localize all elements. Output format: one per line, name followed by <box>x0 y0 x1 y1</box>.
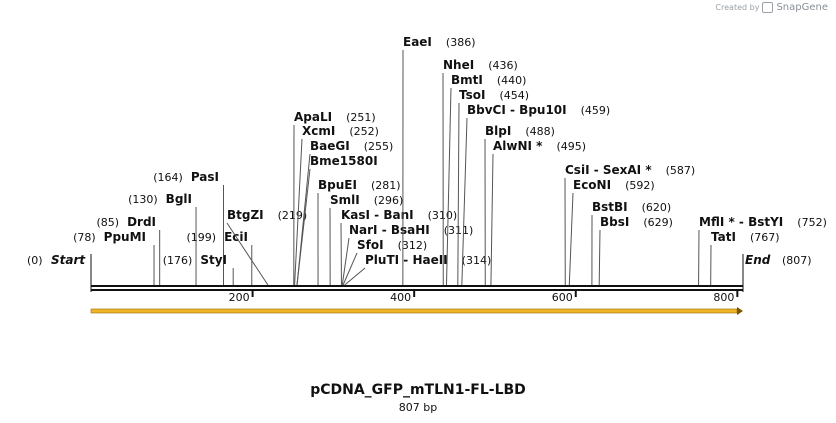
enzyme-label: KasI - BanI <box>341 208 414 222</box>
enzyme-label: PluTI - HaeII <box>365 253 448 267</box>
enzyme-label: BaeGI <box>310 139 350 153</box>
enzyme-label: XcmI <box>302 124 335 138</box>
cut-site-line <box>344 267 366 286</box>
end-position-label: (807) <box>782 254 812 267</box>
enzyme-label: BtgZI <box>227 208 264 222</box>
start-label: Start <box>51 253 86 267</box>
plasmid-length: 807 bp <box>398 401 438 414</box>
enzyme-label: BpuEI <box>318 178 357 192</box>
site-position-label: (199) <box>187 231 217 244</box>
enzyme-label: NarI - BsaHI <box>349 223 430 237</box>
credit-brand: SnapGene <box>776 2 828 13</box>
enzyme-label: ApaLI <box>294 110 332 124</box>
enzyme-label: DrdI <box>127 215 156 229</box>
enzyme-label: PasI <box>191 170 219 184</box>
site-position-label: (459) <box>581 104 611 117</box>
site-position-label: (252) <box>349 125 379 138</box>
tick-label: 600 <box>552 291 573 304</box>
enzyme-label: Bme1580I <box>310 154 378 168</box>
cut-site-line <box>226 222 269 286</box>
cut-site-line <box>568 192 574 286</box>
site-position-label: (440) <box>497 74 527 87</box>
end-label: End <box>745 253 771 267</box>
site-position-label: (296) <box>374 194 404 207</box>
enzyme-label: BglI <box>166 192 192 206</box>
enzyme-label: AlwNI * <box>493 139 543 153</box>
enzyme-label: BlpI <box>485 124 511 138</box>
site-position-label: (767) <box>750 231 780 244</box>
enzyme-label: SfoI <box>357 238 384 252</box>
site-position-label: (312) <box>398 239 428 252</box>
site-position-label: (130) <box>128 193 158 206</box>
enzyme-label: BmtI <box>451 73 483 87</box>
site-position-label: (587) <box>666 164 696 177</box>
cut-site-line <box>296 168 311 286</box>
site-position-label: (78) <box>73 231 96 244</box>
enzyme-label: BbvCI - Bpu10I <box>467 103 567 117</box>
site-position-label: (255) <box>364 140 394 153</box>
enzyme-label: CsiI - SexAI * <box>565 163 652 177</box>
enzyme-label: BbsI <box>600 215 629 229</box>
cut-site-line <box>294 138 303 286</box>
cut-site-line <box>342 252 358 286</box>
cut-site-line <box>341 237 350 286</box>
tick-label: 800 <box>713 291 734 304</box>
cut-site-line <box>461 117 468 286</box>
site-position-label: (164) <box>153 171 183 184</box>
enzyme-label: StyI <box>200 253 227 267</box>
feature-arrow-icon <box>737 307 743 315</box>
tick-label: 400 <box>390 291 411 304</box>
site-position-label: (629) <box>643 216 673 229</box>
site-position-label: (176) <box>163 254 193 267</box>
start-position-label: (0) <box>27 254 43 267</box>
site-position-label: (752) <box>797 216 827 229</box>
site-position-label: (85) <box>96 216 119 229</box>
feature-bar[interactable] <box>90 308 738 314</box>
site-position-label: (251) <box>346 111 376 124</box>
enzyme-label: TsoI <box>459 88 485 102</box>
site-position-label: (314) <box>462 254 492 267</box>
site-position-label: (219) <box>278 209 308 222</box>
plasmid-title: pCDNA_GFP_mTLN1-FL-LBD <box>310 382 526 398</box>
site-position-label: (620) <box>642 201 672 214</box>
enzyme-label: PpuMI <box>104 230 146 244</box>
site-position-label: (281) <box>371 179 401 192</box>
site-position-label: (488) <box>525 125 555 138</box>
cut-site-line <box>445 87 452 286</box>
site-position-label: (454) <box>499 89 529 102</box>
site-position-label: (386) <box>446 36 476 49</box>
enzyme-label: MflI * - BstYI <box>699 215 783 229</box>
cut-site-line <box>598 229 601 286</box>
site-position-label: (436) <box>488 59 518 72</box>
cut-site-line <box>490 153 494 286</box>
enzyme-label: TatI <box>711 230 736 244</box>
cut-site-line <box>457 102 460 286</box>
enzyme-label: SmlI <box>330 193 360 207</box>
site-position-label: (592) <box>625 179 655 192</box>
tick-label: 200 <box>229 291 250 304</box>
enzyme-label: BstBI <box>592 200 628 214</box>
enzyme-label: EcoNI <box>573 178 611 192</box>
enzyme-label: EaeI <box>403 35 432 49</box>
enzyme-label: NheI <box>443 58 474 72</box>
snapgene-credit: Created by SnapGene <box>715 2 828 13</box>
snapgene-logo-icon <box>762 2 774 13</box>
credit-text: Created by <box>715 3 760 12</box>
site-position-label: (495) <box>556 140 586 153</box>
site-position-label: (310) <box>428 209 458 222</box>
